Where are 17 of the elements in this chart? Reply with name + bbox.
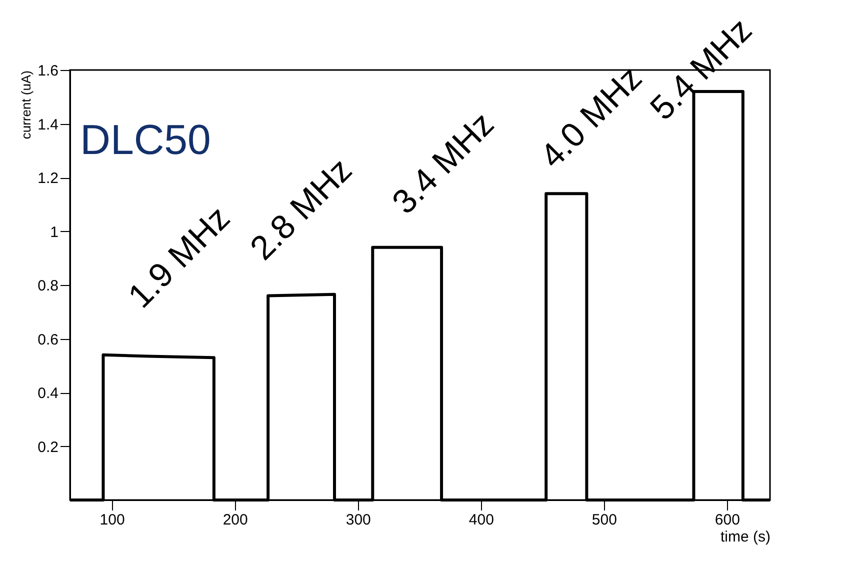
y-tick-label: 0.6 xyxy=(38,331,58,348)
x-tick-label: 600 xyxy=(714,512,740,528)
x-tick-label: 100 xyxy=(100,512,125,528)
text: DLC50 xyxy=(80,116,211,164)
x-tick-label: 500 xyxy=(592,512,617,528)
y-tick-label: 1 xyxy=(50,224,58,241)
x-axis-title: time (s) xyxy=(720,528,770,546)
y-tick-label: 0.4 xyxy=(38,385,58,402)
y-tick-label: 1.2 xyxy=(38,170,58,187)
y-tick-label: 1.6 xyxy=(38,62,58,80)
y-axis-title: current (uA) xyxy=(18,70,34,140)
y-tick-label: 1.4 xyxy=(38,116,58,134)
x-tick-label: 300 xyxy=(346,512,371,528)
x-tick-label: 400 xyxy=(468,512,494,528)
y-tick-label: 0.2 xyxy=(38,438,58,456)
x-tick-label: 200 xyxy=(222,512,248,528)
y-tick-label: 0.8 xyxy=(38,278,58,294)
